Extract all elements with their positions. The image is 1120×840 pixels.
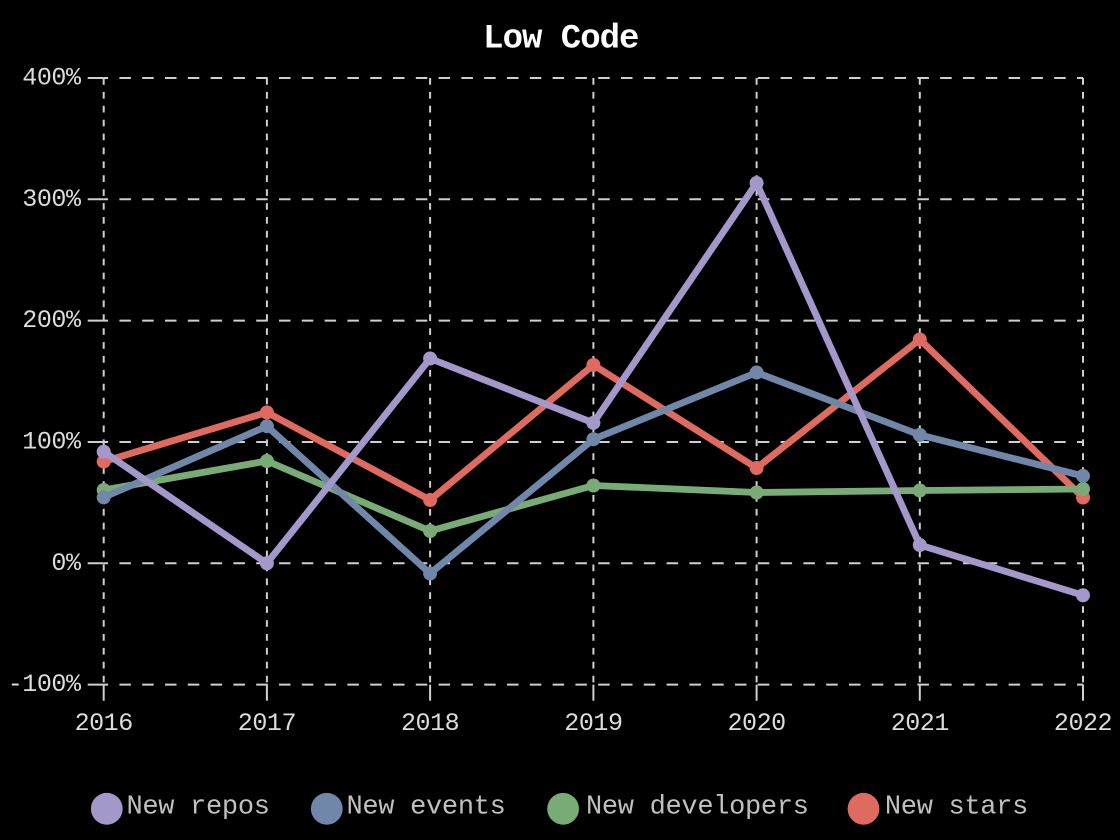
svg-text:2018: 2018 [401, 709, 459, 738]
svg-text:New repos: New repos [127, 793, 270, 823]
svg-text:-100%: -100% [8, 670, 82, 699]
svg-text:2020: 2020 [727, 709, 785, 738]
svg-text:2016: 2016 [75, 709, 133, 738]
svg-text:2021: 2021 [891, 709, 949, 738]
svg-text:2019: 2019 [564, 709, 622, 738]
svg-text:New developers: New developers [586, 793, 809, 823]
svg-text:2022: 2022 [1054, 709, 1112, 738]
svg-text:300%: 300% [22, 185, 82, 214]
svg-text:2017: 2017 [238, 709, 296, 738]
svg-text:100%: 100% [22, 428, 82, 457]
svg-text:0%: 0% [51, 549, 82, 578]
svg-text:200%: 200% [22, 306, 82, 335]
svg-text:New events: New events [347, 793, 506, 823]
svg-text:New stars: New stars [885, 793, 1028, 823]
svg-text:400%: 400% [22, 64, 82, 93]
svg-text:Low Code: Low Code [483, 21, 638, 59]
